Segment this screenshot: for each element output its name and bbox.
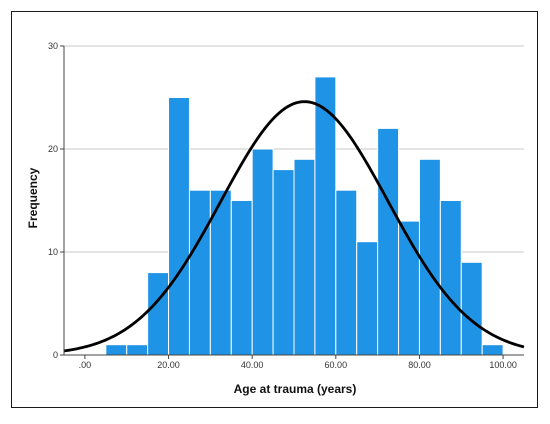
y-tick-label: 10 bbox=[48, 247, 58, 257]
histogram-bar bbox=[481, 344, 504, 356]
y-tick-label: 0 bbox=[53, 350, 58, 360]
x-tick-label: 100.00 bbox=[489, 360, 517, 370]
histogram-bar bbox=[439, 200, 462, 356]
bars bbox=[105, 76, 504, 356]
y-axis-ticks: 0 10 20 30 bbox=[48, 41, 64, 360]
histogram-bar bbox=[168, 97, 190, 356]
histogram-bar bbox=[105, 344, 128, 356]
x-tick-label: .00 bbox=[79, 360, 92, 370]
histogram-bar bbox=[230, 200, 253, 356]
histogram-bar bbox=[418, 158, 441, 356]
histogram-bar bbox=[356, 241, 379, 356]
histogram-bar bbox=[335, 189, 358, 356]
x-tick-label: 80.00 bbox=[408, 360, 431, 370]
x-tick-label: 60.00 bbox=[325, 360, 348, 370]
x-axis-title: Age at trauma (years) bbox=[234, 382, 357, 396]
histogram-bar bbox=[251, 148, 274, 356]
x-tick-label: 40.00 bbox=[241, 360, 264, 370]
histogram-bar bbox=[293, 158, 316, 356]
y-axis-title: Frequency bbox=[26, 167, 40, 228]
x-tick-label: 20.00 bbox=[157, 360, 180, 370]
normal-curve bbox=[63, 100, 525, 353]
histogram-bar bbox=[460, 261, 483, 356]
y-tick-label: 30 bbox=[48, 41, 58, 51]
histogram-bar bbox=[188, 189, 211, 356]
histogram-bar bbox=[272, 169, 295, 356]
x-axis-ticks: .00 20.00 40.00 60.00 80.00 100.00 bbox=[79, 355, 517, 370]
y-tick-label: 20 bbox=[48, 144, 58, 154]
histogram-bar bbox=[314, 76, 337, 356]
histogram-bar bbox=[126, 344, 149, 356]
histogram-bar bbox=[147, 272, 170, 356]
histogram-bar bbox=[377, 127, 400, 356]
